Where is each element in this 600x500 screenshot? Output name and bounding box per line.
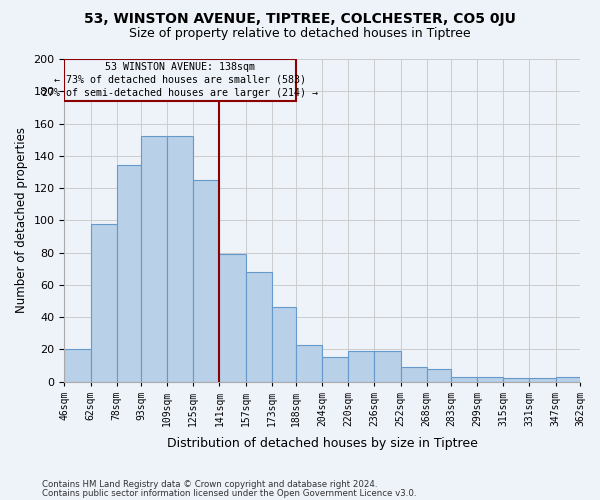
Bar [401, 367, 427, 382]
Bar [349, 351, 374, 382]
Bar [296, 344, 322, 382]
Bar [220, 254, 245, 382]
Bar [374, 351, 401, 382]
Bar [245, 272, 272, 382]
Bar [167, 136, 193, 382]
Text: 53, WINSTON AVENUE, TIPTREE, COLCHESTER, CO5 0JU: 53, WINSTON AVENUE, TIPTREE, COLCHESTER,… [84, 12, 516, 26]
Bar [64, 350, 91, 382]
Bar [272, 308, 296, 382]
Bar [116, 166, 141, 382]
Text: Contains HM Land Registry data © Crown copyright and database right 2024.: Contains HM Land Registry data © Crown c… [42, 480, 377, 489]
X-axis label: Distribution of detached houses by size in Tiptree: Distribution of detached houses by size … [167, 437, 478, 450]
Bar [477, 377, 503, 382]
Text: Size of property relative to detached houses in Tiptree: Size of property relative to detached ho… [129, 28, 471, 40]
Y-axis label: Number of detached properties: Number of detached properties [15, 128, 28, 314]
Bar [141, 136, 167, 382]
Bar [556, 377, 580, 382]
Bar [427, 368, 451, 382]
Text: ← 73% of detached houses are smaller (583): ← 73% of detached houses are smaller (58… [54, 75, 306, 85]
Text: Contains public sector information licensed under the Open Government Licence v3: Contains public sector information licen… [42, 488, 416, 498]
Bar [91, 224, 116, 382]
Bar [193, 180, 220, 382]
Bar [322, 358, 349, 382]
Text: 53 WINSTON AVENUE: 138sqm: 53 WINSTON AVENUE: 138sqm [105, 62, 255, 72]
Text: 27% of semi-detached houses are larger (214) →: 27% of semi-detached houses are larger (… [42, 88, 318, 99]
Bar [451, 377, 477, 382]
Bar [64, 59, 296, 101]
Bar [503, 378, 529, 382]
Bar [529, 378, 556, 382]
